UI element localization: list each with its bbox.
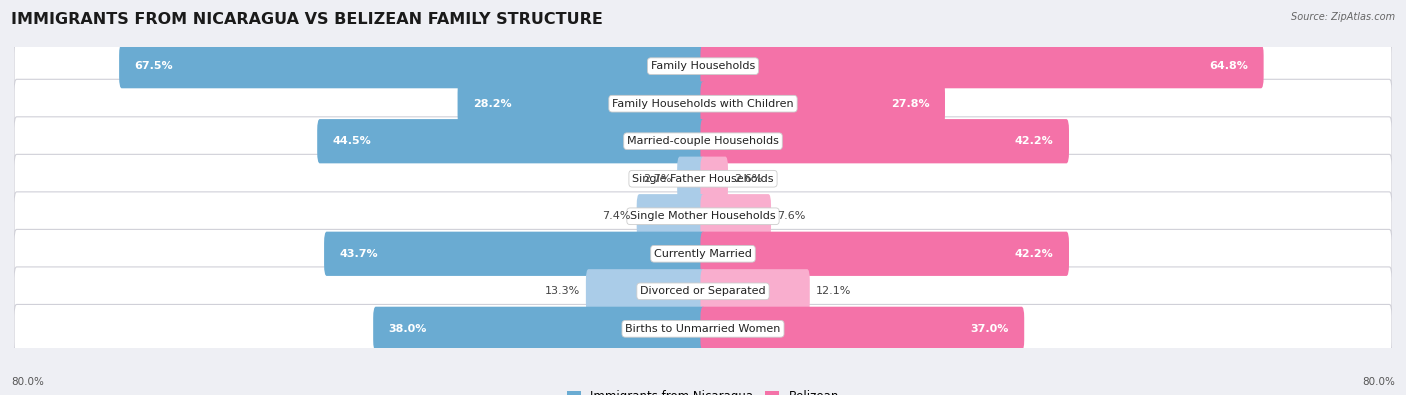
Text: Births to Unmarried Women: Births to Unmarried Women xyxy=(626,324,780,334)
Text: 64.8%: 64.8% xyxy=(1209,61,1249,71)
FancyBboxPatch shape xyxy=(700,44,1264,88)
Text: 37.0%: 37.0% xyxy=(970,324,1008,334)
Text: 42.2%: 42.2% xyxy=(1015,136,1053,146)
FancyBboxPatch shape xyxy=(373,307,706,351)
Text: 43.7%: 43.7% xyxy=(340,249,378,259)
FancyBboxPatch shape xyxy=(323,231,706,276)
Text: 67.5%: 67.5% xyxy=(135,61,173,71)
Text: IMMIGRANTS FROM NICARAGUA VS BELIZEAN FAMILY STRUCTURE: IMMIGRANTS FROM NICARAGUA VS BELIZEAN FA… xyxy=(11,12,603,27)
FancyBboxPatch shape xyxy=(14,192,1392,241)
FancyBboxPatch shape xyxy=(678,156,706,201)
FancyBboxPatch shape xyxy=(637,194,706,239)
FancyBboxPatch shape xyxy=(586,269,706,314)
FancyBboxPatch shape xyxy=(700,307,1024,351)
Text: 42.2%: 42.2% xyxy=(1015,249,1053,259)
FancyBboxPatch shape xyxy=(14,117,1392,166)
Text: 28.2%: 28.2% xyxy=(472,99,512,109)
Text: Family Households with Children: Family Households with Children xyxy=(612,99,794,109)
FancyBboxPatch shape xyxy=(120,44,706,88)
Legend: Immigrants from Nicaragua, Belizean: Immigrants from Nicaragua, Belizean xyxy=(562,385,844,395)
Text: Currently Married: Currently Married xyxy=(654,249,752,259)
FancyBboxPatch shape xyxy=(700,194,770,239)
Text: 80.0%: 80.0% xyxy=(11,377,44,387)
FancyBboxPatch shape xyxy=(318,119,706,164)
FancyBboxPatch shape xyxy=(14,154,1392,203)
Text: Married-couple Households: Married-couple Households xyxy=(627,136,779,146)
FancyBboxPatch shape xyxy=(14,42,1392,90)
FancyBboxPatch shape xyxy=(700,119,1069,164)
Text: 44.5%: 44.5% xyxy=(333,136,371,146)
Text: 13.3%: 13.3% xyxy=(544,286,579,296)
FancyBboxPatch shape xyxy=(457,81,706,126)
Text: 7.4%: 7.4% xyxy=(602,211,631,221)
FancyBboxPatch shape xyxy=(700,269,810,314)
Text: Source: ZipAtlas.com: Source: ZipAtlas.com xyxy=(1291,12,1395,22)
FancyBboxPatch shape xyxy=(14,267,1392,316)
FancyBboxPatch shape xyxy=(700,81,945,126)
Text: Family Households: Family Households xyxy=(651,61,755,71)
Text: Single Father Households: Single Father Households xyxy=(633,174,773,184)
Text: 12.1%: 12.1% xyxy=(815,286,851,296)
Text: 7.6%: 7.6% xyxy=(778,211,806,221)
Text: 2.7%: 2.7% xyxy=(643,174,671,184)
Text: Single Mother Households: Single Mother Households xyxy=(630,211,776,221)
Text: 27.8%: 27.8% xyxy=(891,99,929,109)
Text: Divorced or Separated: Divorced or Separated xyxy=(640,286,766,296)
Text: 80.0%: 80.0% xyxy=(1362,377,1395,387)
FancyBboxPatch shape xyxy=(14,79,1392,128)
FancyBboxPatch shape xyxy=(14,305,1392,353)
FancyBboxPatch shape xyxy=(14,229,1392,278)
Text: 2.6%: 2.6% xyxy=(734,174,762,184)
FancyBboxPatch shape xyxy=(700,156,728,201)
Text: 38.0%: 38.0% xyxy=(388,324,427,334)
FancyBboxPatch shape xyxy=(700,231,1069,276)
